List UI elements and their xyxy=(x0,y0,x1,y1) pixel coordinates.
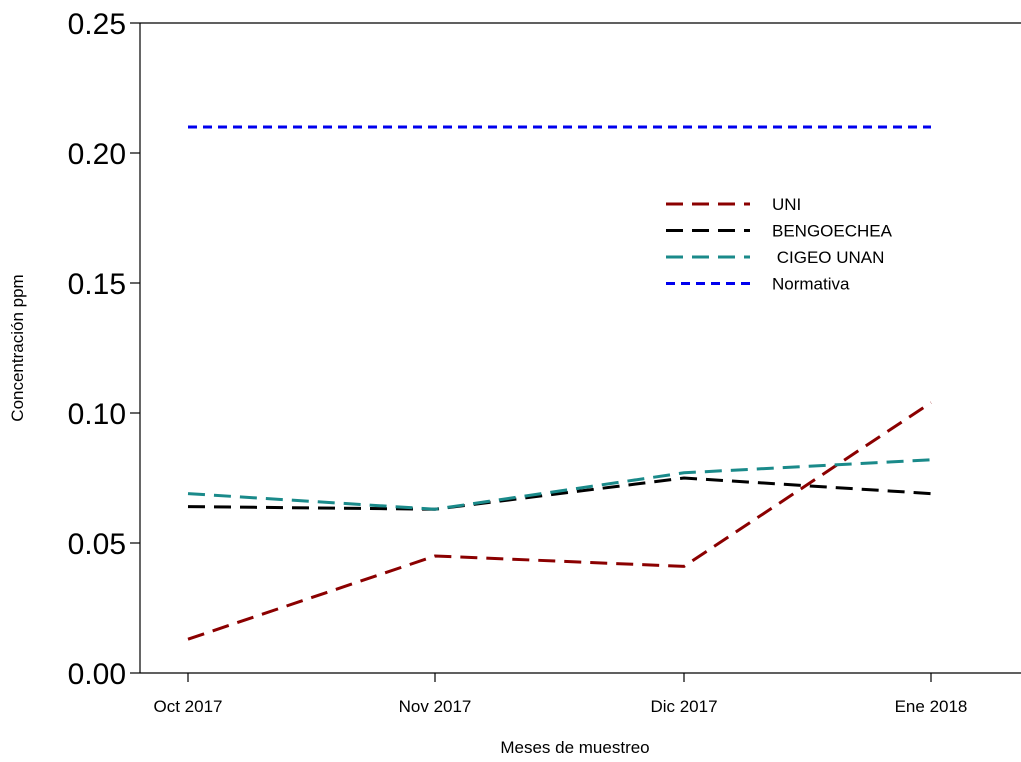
x-tick-label: Oct 2017 xyxy=(154,697,223,716)
legend-label: BENGOECHEA xyxy=(772,222,893,241)
series-layer xyxy=(187,125,932,641)
y-tick-label: 0.10 xyxy=(68,398,126,431)
legend-label: CIGEO UNAN xyxy=(772,248,884,267)
legend-label: UNI xyxy=(772,195,801,214)
series-line-uni xyxy=(187,401,932,641)
y-tick-label: 0.25 xyxy=(68,8,126,41)
x-tick-label: Dic 2017 xyxy=(650,697,717,716)
legend: UNI BENGOECHEA CIGEO UNAN Normativa xyxy=(666,195,893,294)
y-tick-label: 0.05 xyxy=(68,528,126,561)
series-line-bengoechea xyxy=(187,476,932,511)
x-axis-title: Meses de muestreo xyxy=(500,738,649,757)
y-ticks: 0.00 0.05 0.10 0.15 0.20 0.25 xyxy=(68,8,140,691)
x-tick-label: Ene 2018 xyxy=(895,697,968,716)
x-ticks: Oct 2017 Nov 2017 Dic 2017 Ene 2018 xyxy=(154,673,968,716)
y-axis-title: Concentración ppm xyxy=(8,274,27,421)
legend-label: Normativa xyxy=(772,275,850,294)
x-tick-label: Nov 2017 xyxy=(399,697,472,716)
series-line-cigeo-unan xyxy=(187,458,932,511)
axes xyxy=(139,22,1021,674)
y-tick-label: 0.00 xyxy=(68,658,126,691)
y-tick-label: 0.20 xyxy=(68,138,126,171)
y-tick-label: 0.15 xyxy=(68,268,126,301)
